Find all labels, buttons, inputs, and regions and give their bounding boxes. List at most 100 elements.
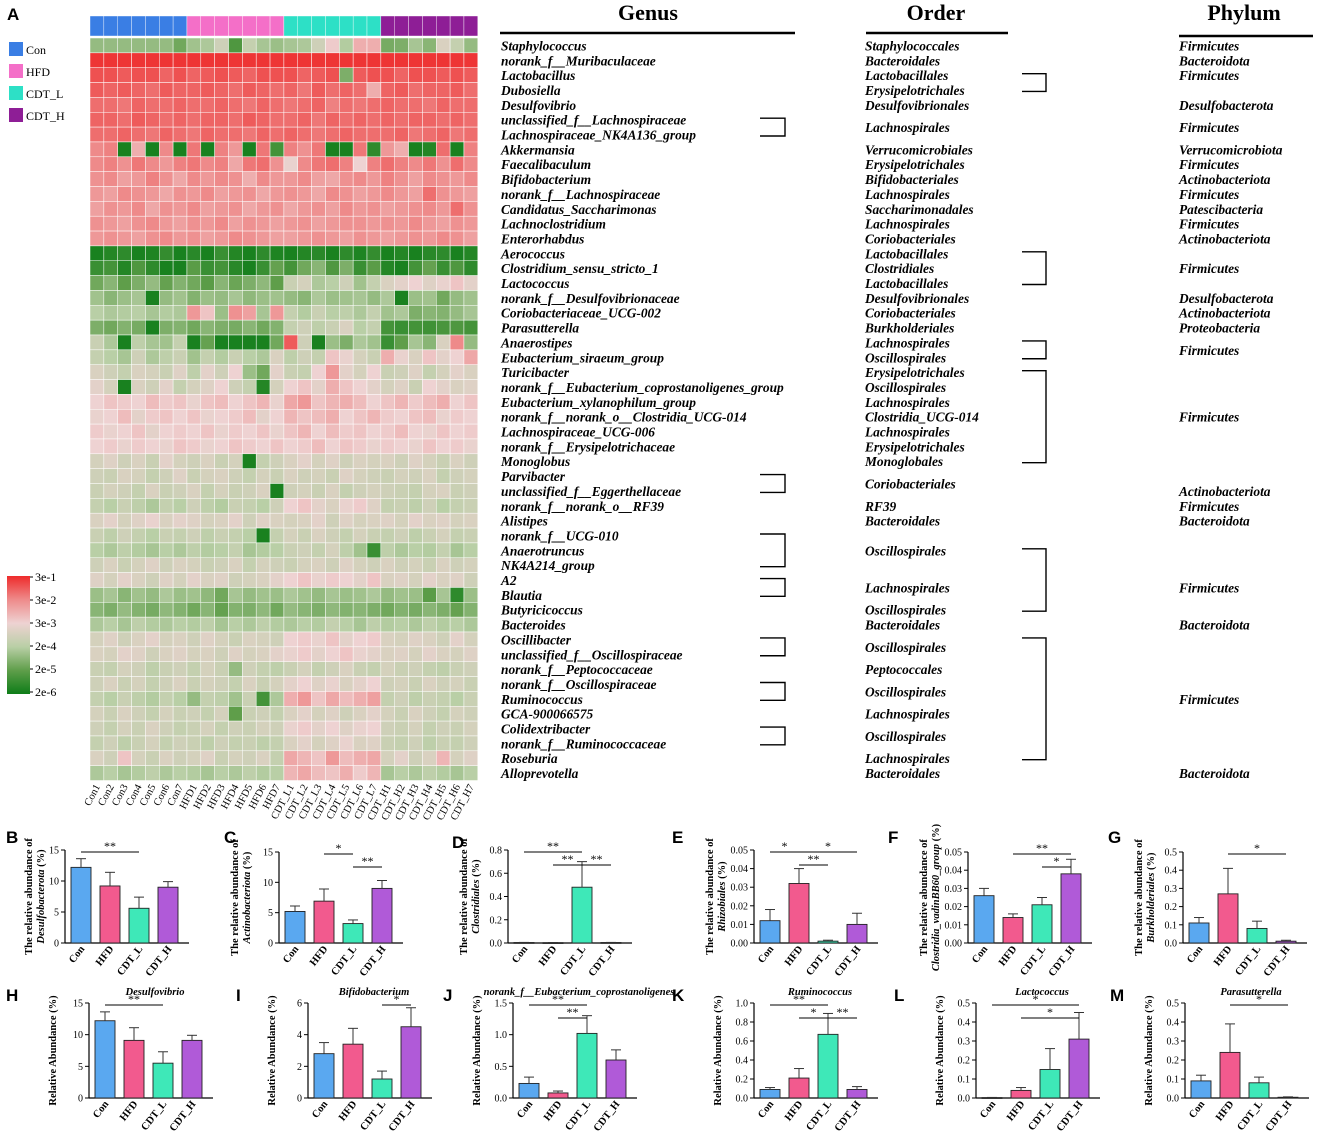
y-tick-label: 0.6	[736, 1037, 749, 1048]
heatmap-cell	[380, 735, 395, 752]
heatmap-cell	[297, 275, 312, 291]
order-label: Coriobacteriales	[865, 306, 956, 321]
heatmap-cell	[228, 735, 243, 752]
heatmap-cell	[186, 275, 202, 291]
heatmap-cell	[214, 364, 229, 380]
heatmap-cell	[436, 260, 451, 276]
heatmap-cell	[311, 512, 326, 529]
heatmap-cell	[89, 97, 105, 113]
heatmap-cell	[380, 126, 395, 143]
heatmap-cell	[214, 646, 229, 662]
heatmap-cell	[242, 498, 257, 514]
heatmap-cell	[131, 186, 146, 202]
heatmap-cell	[145, 156, 160, 172]
heatmap-cell	[242, 37, 257, 54]
phylum-label: Bacteroidota	[1178, 618, 1250, 633]
heatmap-cell	[117, 305, 132, 321]
group-strip-cell	[159, 15, 174, 37]
heatmap-cell	[269, 409, 285, 425]
heatmap-cell	[436, 706, 451, 722]
heatmap-cell	[214, 82, 229, 98]
heatmap-cell	[228, 97, 243, 113]
heatmap-cell	[200, 483, 215, 499]
heatmap-cell	[408, 171, 423, 187]
heatmap-cell	[463, 52, 479, 68]
group-strip-cell	[380, 15, 395, 37]
heatmap-cell	[311, 602, 326, 618]
heatmap-cell	[311, 691, 326, 707]
y-tick-label: 0.05	[731, 846, 749, 857]
heatmap-cell	[408, 676, 423, 692]
heatmap-cell	[255, 37, 271, 54]
heatmap-cell	[255, 661, 271, 677]
sig-marker: **	[128, 992, 140, 1006]
heatmap-cell	[228, 646, 243, 662]
heatmap-cell	[214, 735, 229, 752]
heatmap-cell	[103, 67, 118, 83]
heatmap-cell	[228, 379, 243, 395]
heatmap-cell	[242, 260, 257, 276]
heatmap-cell	[131, 616, 146, 633]
y-tick-label: 0.5	[1167, 999, 1180, 1010]
heatmap-cell	[131, 646, 146, 662]
heatmap-cell	[394, 230, 409, 247]
heatmap-cell	[463, 349, 479, 365]
heatmap-cell	[131, 750, 146, 766]
heatmap-cell	[463, 141, 479, 158]
heatmap-cell	[214, 453, 229, 469]
panel-label-A: A	[7, 5, 19, 24]
heatmap-cell	[422, 126, 437, 143]
heatmap-cell	[186, 498, 202, 514]
heatmap-cell	[172, 498, 188, 514]
sig-marker: **	[552, 992, 564, 1006]
heatmap-cell	[449, 661, 465, 677]
y-axis-unit: (%)	[36, 849, 47, 870]
genus-bracket	[760, 681, 786, 702]
y-tick-label: 0.1	[1165, 920, 1178, 931]
heatmap-cell	[339, 349, 354, 365]
heatmap-cell	[255, 438, 271, 455]
heatmap-cell	[214, 394, 229, 410]
heatmap-cell	[463, 409, 479, 425]
heatmap-cell	[145, 334, 160, 351]
heatmap-cell	[436, 379, 451, 395]
genus-label: A2	[500, 573, 517, 588]
y-tick-label: 0.03	[731, 883, 749, 894]
heatmap-cell	[228, 438, 243, 455]
heatmap-cell	[366, 438, 382, 455]
heatmap-cell	[103, 602, 118, 618]
heatmap-cell	[463, 290, 479, 306]
heatmap-cell	[283, 334, 298, 351]
heatmap-cell	[145, 646, 160, 662]
heatmap-cell	[297, 171, 312, 187]
heatmap-cell	[103, 409, 118, 425]
sig-marker: **	[547, 839, 559, 853]
heatmap-cell	[255, 186, 271, 202]
bar-Con	[1190, 1080, 1212, 1099]
heatmap-cell	[103, 379, 118, 395]
heatmap-cell	[242, 453, 257, 469]
genus-label: Bacteroides	[500, 618, 566, 633]
heatmap-cell	[297, 423, 312, 440]
heatmap-cell	[297, 542, 312, 559]
heatmap-cell	[325, 602, 340, 618]
heatmap-cell	[103, 572, 118, 588]
heatmap-cell	[269, 735, 285, 752]
y-tick-label: 5	[78, 1062, 83, 1073]
heatmap-cell	[131, 290, 146, 306]
color-scale-label: 3e-1	[35, 570, 56, 584]
order-label: Oscillospirales	[865, 350, 946, 365]
heatmap-cell	[352, 334, 368, 351]
y-axis-label: Relative Abundance (%)	[1144, 995, 1155, 1106]
heatmap-cell	[463, 542, 479, 559]
heatmap-cell	[269, 260, 285, 276]
group-strip-cell	[200, 15, 215, 37]
order-label: Oscillospirales	[865, 543, 946, 558]
heatmap-cell	[172, 215, 188, 232]
heatmap-cell	[200, 527, 215, 544]
heatmap-cell	[436, 245, 451, 261]
heatmap-cell	[228, 527, 243, 544]
heatmap-cell	[366, 260, 382, 276]
heatmap-cell	[463, 453, 479, 469]
heatmap-cell	[449, 334, 465, 351]
